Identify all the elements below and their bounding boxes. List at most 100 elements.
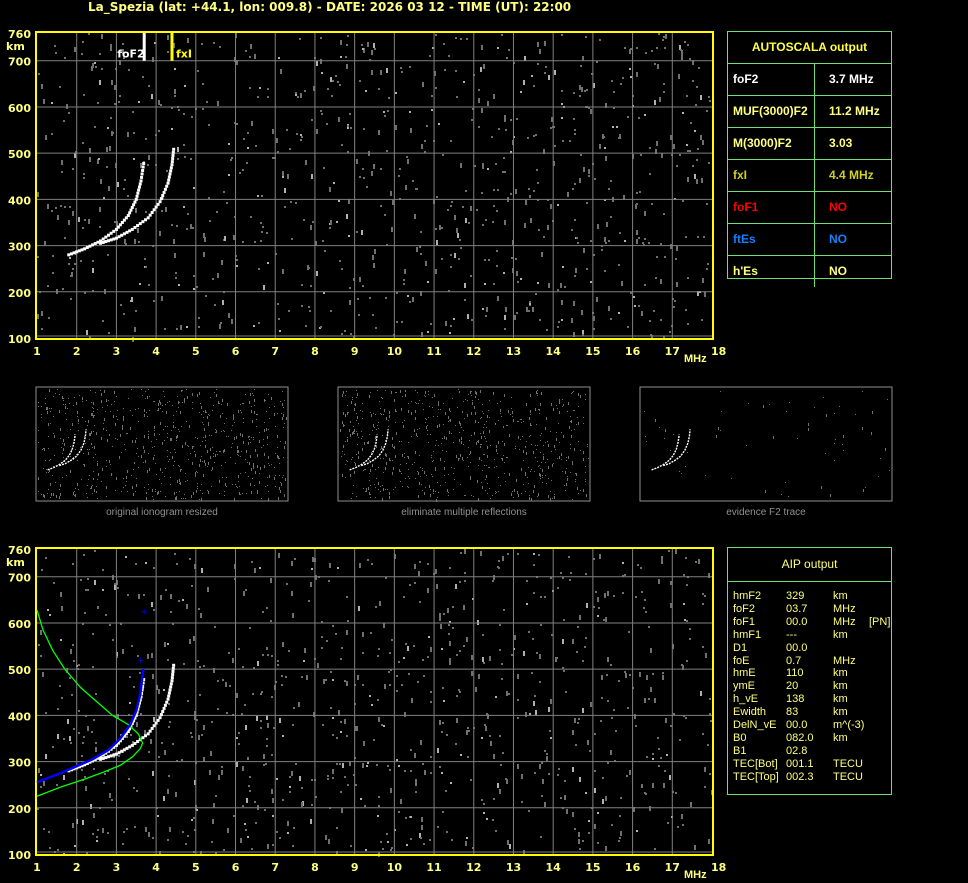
noise-dot — [396, 432, 397, 435]
noise-dot — [466, 38, 468, 40]
noise-dot — [394, 446, 395, 449]
noise-dot — [556, 657, 558, 659]
noise-dot — [601, 675, 603, 680]
noise-dot — [708, 573, 710, 578]
noise-dot — [68, 112, 70, 114]
noise-dot — [476, 209, 478, 211]
noise-dot — [419, 428, 420, 429]
noise-dot — [572, 461, 573, 464]
noise-dot — [547, 199, 549, 201]
noise-dot — [277, 447, 278, 448]
noise-dot — [78, 489, 79, 490]
noise-dot — [87, 449, 88, 450]
noise-dot — [530, 410, 531, 413]
noise-dot — [243, 422, 244, 423]
noise-dot — [415, 781, 417, 786]
noise-dot — [287, 174, 289, 179]
noise-dot — [211, 841, 213, 843]
noise-dot — [470, 391, 471, 394]
noise-dot — [155, 491, 156, 492]
noise-dot — [539, 410, 540, 411]
noise-dot — [451, 839, 453, 841]
noise-dot — [251, 437, 252, 438]
noise-dot — [681, 473, 682, 474]
noise-dot — [496, 445, 497, 448]
noise-dot — [399, 469, 400, 472]
noise-dot — [369, 492, 370, 495]
noise-dot — [500, 401, 501, 402]
noise-dot — [107, 405, 108, 406]
noise-dot — [301, 676, 303, 678]
noise-dot — [91, 66, 93, 71]
noise-dot — [97, 409, 98, 410]
aip-unit: km — [833, 680, 848, 693]
noise-dot — [258, 322, 260, 324]
noise-dot — [71, 272, 73, 277]
noise-dot — [573, 391, 574, 392]
noise-dot — [63, 738, 65, 740]
noise-dot — [495, 491, 496, 492]
noise-dot — [424, 395, 425, 396]
noise-dot — [117, 587, 119, 589]
noise-dot — [550, 491, 551, 492]
noise-dot — [261, 231, 263, 233]
noise-dot — [544, 802, 546, 807]
o-trace-point — [91, 759, 95, 763]
o-trace-point — [116, 225, 120, 229]
noise-dot — [182, 599, 184, 601]
noise-dot — [346, 460, 347, 461]
noise-dot — [271, 397, 272, 400]
noise-dot — [438, 445, 439, 446]
noise-dot — [481, 45, 483, 50]
thumbnail-frame — [337, 386, 591, 502]
noise-dot — [550, 577, 552, 579]
noise-dot — [155, 489, 156, 490]
noise-dot — [344, 425, 345, 426]
fitted-point: + — [136, 656, 144, 666]
x-trace-point — [152, 724, 156, 728]
noise-dot — [117, 419, 118, 420]
noise-dot — [206, 412, 207, 413]
aip-row: DelN_vE 00.0 m^(-3) — [733, 719, 890, 732]
noise-dot — [333, 182, 335, 184]
noise-dot — [340, 658, 342, 660]
noise-dot — [638, 305, 640, 307]
noise-dot — [147, 654, 149, 659]
autoscala-row: fxI 4.4 MHz — [728, 160, 891, 192]
noise-dot — [301, 284, 303, 286]
noise-dot — [460, 754, 462, 756]
noise-dot — [473, 496, 474, 497]
noise-dot — [105, 614, 107, 616]
noise-dot — [69, 461, 70, 462]
noise-dot — [353, 336, 355, 338]
x-tick-label: 12 — [466, 345, 481, 358]
noise-dot — [249, 436, 250, 437]
noise-dot — [152, 674, 154, 679]
noise-dot — [477, 441, 478, 442]
noise-dot — [38, 402, 39, 403]
noise-dot — [687, 150, 689, 152]
noise-dot — [403, 283, 405, 285]
noise-dot — [495, 696, 497, 698]
noise-dot — [539, 764, 541, 769]
noise-dot — [537, 390, 538, 391]
noise-dot — [90, 390, 91, 391]
noise-dot — [410, 128, 412, 133]
noise-dot — [59, 410, 60, 413]
noise-dot — [332, 80, 334, 82]
noise-dot — [448, 421, 449, 422]
o-trace-point — [132, 719, 136, 723]
noise-dot — [148, 434, 149, 435]
noise-dot — [708, 162, 710, 164]
noise-dot — [485, 315, 487, 317]
noise-dot — [176, 497, 177, 500]
noise-dot — [447, 209, 449, 211]
noise-dot — [513, 497, 514, 498]
noise-dot — [513, 648, 515, 650]
noise-dot — [504, 171, 506, 173]
marker-label: foF2 — [117, 48, 145, 61]
noise-dot — [59, 394, 60, 395]
noise-dot — [136, 438, 137, 439]
noise-dot — [404, 453, 405, 454]
noise-dot — [226, 202, 228, 204]
